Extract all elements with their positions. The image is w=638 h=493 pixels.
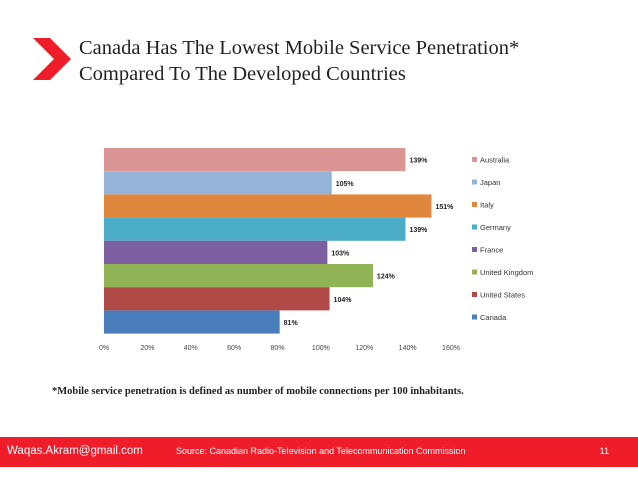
bar-canada xyxy=(104,310,280,334)
chart-bars xyxy=(104,148,432,334)
bar-japan xyxy=(104,171,332,195)
footnote: *Mobile service penetration is defined a… xyxy=(52,386,464,397)
x-tick-label: 140% xyxy=(399,345,417,352)
footer-source: Source: Canadian Radio-Television and Te… xyxy=(176,446,466,456)
x-tick-label: 0% xyxy=(99,345,109,352)
data-label-italy: 151% xyxy=(435,204,454,211)
legend-swatch-germany xyxy=(472,224,477,230)
chart-x-axis-ticks: 0% 20% 40% 60% 80% 100% 120% 140% 160% xyxy=(99,345,460,352)
legend-swatch-japan xyxy=(472,179,477,185)
legend-swatch-france xyxy=(472,247,477,252)
data-label-france: 103% xyxy=(331,250,350,257)
footer-bar: Waqas.Akram@gmail.com Source: Canadian R… xyxy=(0,437,638,467)
legend-label-australia: Australia xyxy=(480,156,510,165)
chart-data-labels: 139% 105% 151% 139% 103% 124% 104% 81% xyxy=(284,158,454,327)
page-number: 11 xyxy=(599,446,609,456)
x-tick-label: 60% xyxy=(227,345,241,352)
red-chevron-icon xyxy=(33,38,71,80)
legend-label-germany: Germany xyxy=(480,223,511,232)
bar-united-kingdom xyxy=(104,264,373,288)
bar-australia xyxy=(104,148,406,172)
data-label-japan: 105% xyxy=(336,181,355,188)
data-label-canada: 81% xyxy=(284,320,299,327)
bar-germany xyxy=(104,217,406,241)
slide-title-line-2: Compared To The Developed Countries xyxy=(79,63,406,85)
legend-swatch-united-states xyxy=(472,292,477,297)
legend-swatch-italy xyxy=(472,202,477,207)
bar-france xyxy=(104,240,328,264)
x-tick-label: 160% xyxy=(442,345,460,352)
x-tick-label: 20% xyxy=(140,345,154,352)
legend-label-canada: Canada xyxy=(480,313,507,322)
x-tick-label: 40% xyxy=(184,345,198,352)
legend-swatch-united-kingdom xyxy=(472,269,477,275)
legend-label-united-states: United States xyxy=(480,291,525,300)
legend-label-united-kingdom: United Kingdom xyxy=(480,268,533,277)
legend-label-japan: Japan xyxy=(480,178,500,187)
footer-email: Waqas.Akram@gmail.com xyxy=(7,445,143,457)
x-tick-label: 120% xyxy=(355,345,373,352)
data-label-united-states: 104% xyxy=(334,297,353,304)
chart-legend: Australia Japan Italy Germany France United K… xyxy=(472,156,533,322)
data-label-germany: 139% xyxy=(409,227,428,234)
x-tick-label: 100% xyxy=(312,345,330,352)
legend-label-france: France xyxy=(480,246,503,255)
data-label-australia: 139% xyxy=(409,158,428,165)
x-tick-label: 80% xyxy=(270,345,284,352)
legend-swatch-australia xyxy=(472,157,477,162)
legend-swatch-canada xyxy=(472,314,477,320)
bar-italy xyxy=(104,194,432,218)
data-label-united-kingdom: 124% xyxy=(377,274,396,281)
bar-united-states xyxy=(104,287,330,311)
slide-title-line-1: Canada Has The Lowest Mobile Service Pen… xyxy=(79,37,520,59)
legend-label-italy: Italy xyxy=(480,201,494,210)
